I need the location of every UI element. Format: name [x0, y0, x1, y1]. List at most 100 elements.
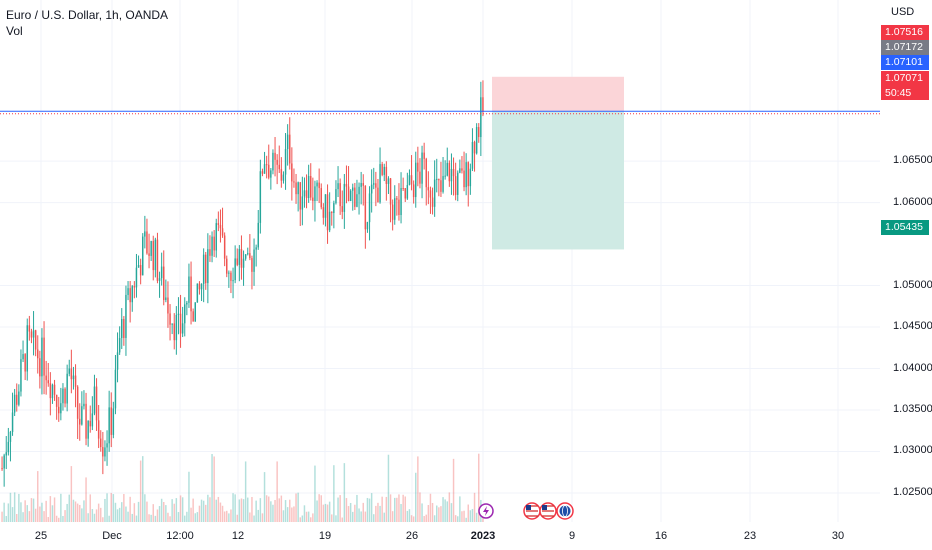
candle-body — [150, 241, 152, 256]
volume-bar — [385, 496, 388, 522]
candle-body — [328, 211, 331, 231]
volume-bar — [163, 502, 165, 522]
candle-body — [442, 176, 444, 192]
candle-body — [7, 441, 10, 453]
candle-body — [236, 258, 238, 265]
volume-bar — [322, 504, 325, 522]
volume-bar — [106, 493, 108, 522]
volume-bar — [316, 500, 318, 522]
volume-bar — [47, 517, 49, 522]
candle-body — [452, 168, 455, 177]
candle-body — [114, 369, 117, 409]
candle-body — [354, 187, 356, 207]
volume-bar — [467, 504, 469, 522]
volume-bar — [293, 506, 295, 522]
candle-body — [274, 152, 276, 160]
candle-body — [163, 266, 165, 300]
candle-body — [471, 141, 474, 169]
stop-price-badge: 1.07516 — [881, 25, 929, 40]
candle-body — [26, 325, 28, 372]
candle-body — [181, 323, 184, 334]
candle-body — [303, 190, 306, 197]
volume-bar — [196, 512, 199, 522]
volume-bar — [450, 503, 453, 522]
volume-bar — [200, 499, 203, 522]
candle-body — [76, 386, 79, 419]
volume-bar — [358, 508, 360, 522]
volume-bar — [289, 499, 291, 522]
volume-bar — [335, 515, 337, 522]
volume-bar — [194, 513, 196, 522]
price-tick-label: 1.04000 — [893, 361, 932, 374]
candle-body — [223, 235, 226, 259]
candle-body — [320, 188, 322, 208]
volume-bar — [236, 514, 238, 522]
candle-body — [459, 168, 461, 173]
candle-body — [108, 407, 110, 444]
candle-body — [259, 171, 262, 223]
time-tick-label: 12 — [231, 530, 245, 542]
volume-bar — [81, 508, 83, 522]
volume-bar — [142, 456, 144, 522]
volume-bar — [438, 507, 440, 522]
candle-body — [186, 302, 188, 305]
volume-bar — [139, 460, 142, 522]
volume-bar — [444, 499, 446, 522]
volume-bar — [238, 499, 241, 522]
event-markers — [478, 502, 574, 520]
candle-body — [457, 172, 459, 195]
time-tick-label: 19 — [318, 530, 332, 542]
volume-bar — [26, 505, 28, 522]
candle-body — [314, 186, 316, 202]
candle-body — [282, 174, 285, 181]
take-profit-zone — [492, 111, 624, 250]
volume-indicator-label[interactable]: Vol — [6, 24, 23, 38]
volume-bar — [457, 516, 459, 522]
candle-body — [391, 204, 394, 220]
time-tick-label: 16 — [654, 530, 668, 542]
candle-body — [156, 239, 159, 281]
volume-bar — [291, 507, 293, 522]
long-position-tool — [492, 76, 624, 250]
volume-bar — [175, 498, 178, 522]
volume-bar — [11, 507, 14, 522]
volume-bar — [16, 514, 18, 522]
volume-bar — [406, 510, 409, 522]
candle-body — [64, 388, 66, 404]
volume-bar — [169, 516, 171, 522]
volume-bar — [356, 494, 358, 522]
candle-body — [406, 184, 409, 199]
last-price-badge: 1.07071 — [881, 71, 929, 86]
volume-bar — [282, 510, 285, 522]
candle-body — [333, 203, 335, 214]
volume-bar — [226, 510, 228, 522]
candle-body — [1, 468, 3, 470]
candle-body — [116, 352, 119, 370]
volume-bar — [337, 497, 339, 522]
volume-bar — [412, 516, 415, 522]
volume-bar — [259, 498, 262, 522]
candle-body — [81, 406, 83, 425]
volume-bar — [251, 496, 253, 522]
volume-bar — [410, 515, 413, 522]
candle-body — [324, 194, 327, 218]
high-price-badge: 1.07172 — [881, 40, 929, 55]
candle-body — [43, 337, 45, 376]
candle-body — [226, 258, 228, 274]
lightning-icon — [478, 503, 494, 519]
volume-bar — [482, 516, 484, 522]
candle-body — [286, 134, 289, 150]
candle-body — [362, 183, 364, 186]
candle-body — [194, 302, 196, 322]
volume-bar — [341, 517, 343, 522]
symbol-title[interactable]: Euro / U.S. Dollar, 1h, OANDA — [6, 8, 169, 22]
volume-bar — [389, 494, 392, 522]
volume-bar — [30, 498, 33, 522]
candle-body — [295, 182, 297, 195]
volume-bar — [76, 503, 79, 522]
volume-bar — [213, 456, 215, 522]
candle-body — [454, 176, 457, 195]
volume-bar — [158, 506, 161, 522]
candle-body — [461, 168, 463, 171]
